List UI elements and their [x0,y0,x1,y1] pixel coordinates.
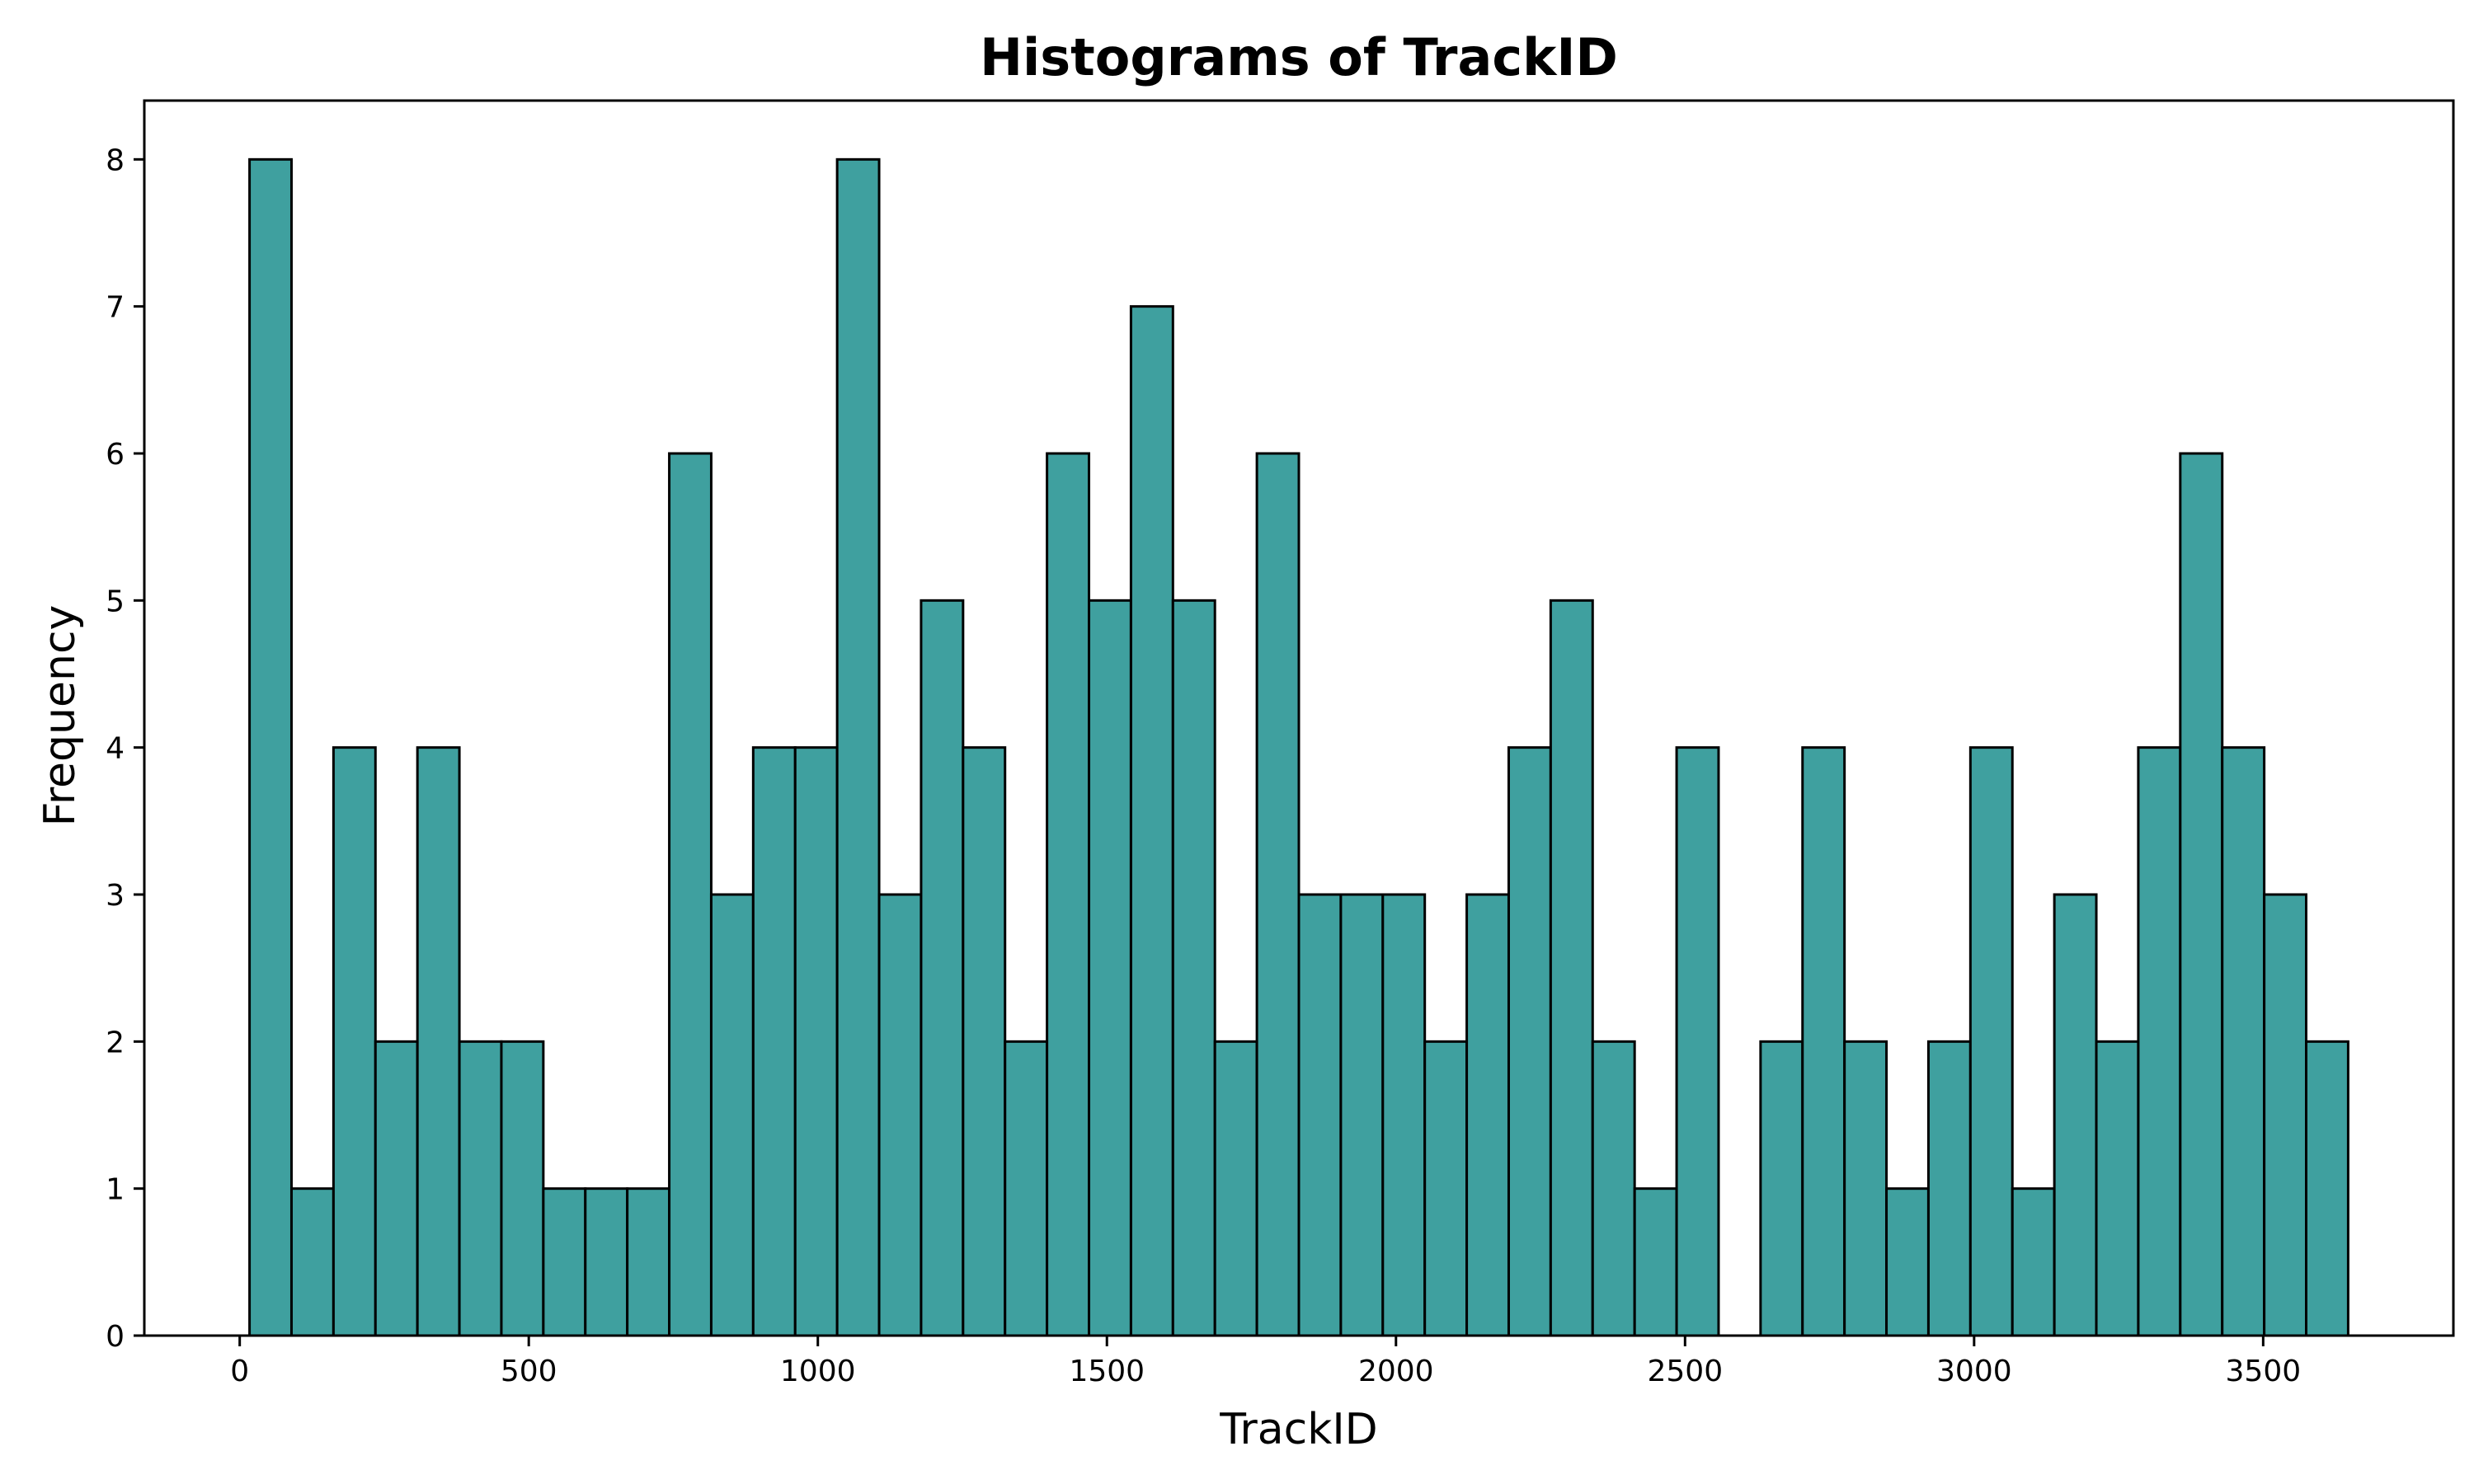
histogram-bar [1591,1040,1636,1337]
histogram-bar [2011,1187,2056,1337]
x-tick-label: 500 [501,1355,557,1388]
histogram-bar [835,157,881,1337]
histogram-bar [1675,746,1720,1337]
histogram-bar [1507,746,1552,1337]
histogram-bar [1381,893,1427,1337]
chart-title: Histograms of TrackID [980,27,1618,87]
histogram-bar [1129,305,1174,1337]
histogram-bar [962,746,1007,1337]
histogram-bar [793,746,839,1337]
x-tick-label: 0 [230,1355,249,1388]
x-tick-label: 3000 [1936,1355,2012,1388]
histogram-bar [709,893,755,1337]
histogram-bar [2263,893,2308,1337]
x-tick-label: 1000 [780,1355,856,1388]
x-tick-label: 2500 [1647,1355,1723,1388]
histogram-bar [1633,1187,1678,1337]
histogram-bar [289,1187,335,1337]
histogram-bar [1004,1040,1049,1337]
histogram-bar [458,1040,503,1337]
y-tick-label: 1 [106,1173,125,1207]
histogram-bar [374,1040,419,1337]
x-tick-label: 3500 [2226,1355,2302,1388]
histogram-bar [1759,1040,1804,1337]
histogram-bar [1339,893,1385,1337]
histogram-bar [1926,1040,1972,1337]
histogram-bar [248,157,293,1337]
plot-frame [143,99,2455,1337]
histogram-bar [2095,1040,2140,1337]
histogram-bar [668,452,713,1337]
histogram-bar [1968,746,2014,1337]
histogram-bar [751,746,797,1337]
y-axis-label: Frequency [35,605,85,827]
histogram-bar [877,893,923,1337]
histogram-bar [1213,1040,1258,1337]
histogram-bar [1171,599,1216,1337]
y-tick-label: 7 [106,291,125,325]
histogram-bar [500,1040,545,1337]
x-tick-label: 2000 [1358,1355,1434,1388]
y-tick-label: 3 [106,879,125,913]
histogram-bar [416,746,461,1337]
histogram-bar [542,1187,587,1337]
histogram-bar [920,599,965,1337]
y-tick-label: 5 [106,585,125,618]
histogram-bar [2221,746,2266,1337]
histogram-bar [1088,599,1132,1337]
histogram-bar [1046,452,1091,1337]
histogram-bar [1843,1040,1888,1337]
histogram-bar [1549,599,1594,1337]
histogram-bar [1885,1187,1930,1337]
histogram-bar [626,1187,671,1337]
histogram-bar [1423,1040,1469,1337]
x-tick-label: 1500 [1069,1355,1145,1388]
histogram-bar [2305,1040,2349,1337]
histogram-bar [1465,893,1510,1337]
y-tick-label: 2 [106,1026,125,1059]
bars-group [248,157,2349,1337]
y-tick-label: 4 [106,732,125,766]
histogram-bar [1297,893,1343,1337]
x-axis-ticks: 0 500 1000 1500 2000 2500 3000 3500 [230,1336,2301,1388]
y-tick-label: 6 [106,438,125,472]
y-tick-label: 0 [106,1320,125,1354]
histogram-bar [2137,746,2182,1337]
y-tick-label: 8 [106,143,125,177]
y-axis-ticks: 0 1 2 3 4 5 6 7 8 [106,143,144,1354]
histogram-bar [2053,893,2098,1337]
histogram-bar [2179,452,2224,1337]
histogram-bar [1255,452,1300,1337]
x-axis-label: TrackID [1219,1405,1377,1454]
histogram-bar [332,746,377,1337]
histogram-bar [1801,746,1846,1337]
histogram-bar [584,1187,629,1337]
